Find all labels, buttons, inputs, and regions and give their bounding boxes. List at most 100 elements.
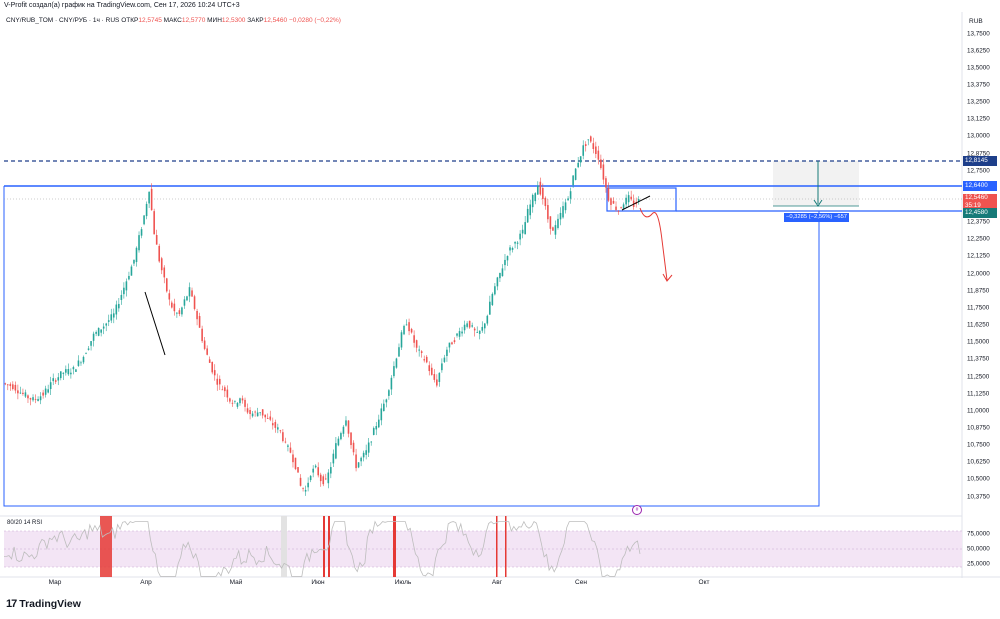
measure-label[interactable]: −0,3285 (−2,56%) −657: [784, 213, 849, 222]
candle: [90, 341, 92, 351]
low-value: 12,5300: [221, 17, 246, 24]
y-tick-label: 12,2500: [967, 235, 990, 243]
countdown-value: 35:19: [965, 202, 981, 209]
candle: [458, 327, 461, 340]
candle: [357, 461, 360, 469]
candle: [342, 425, 345, 437]
candle: [605, 175, 607, 193]
measure-zone: [773, 161, 859, 206]
candle: [372, 426, 375, 436]
candle: [542, 183, 544, 205]
candle: [544, 196, 547, 210]
candle: [473, 326, 476, 337]
open-value: 12,5745: [138, 17, 162, 24]
candle: [625, 194, 627, 208]
candle: [110, 308, 113, 324]
y-tick-label: 12,3750: [967, 218, 990, 226]
candle: [241, 395, 244, 404]
candle: [319, 472, 322, 487]
candle: [630, 190, 632, 201]
candle: [312, 465, 314, 478]
symbol-name: CNY/RUB_TOM · CNY/РУБ · 1ч · RUS: [6, 17, 120, 24]
candle: [471, 322, 473, 328]
candle: [87, 345, 90, 351]
candle: [451, 341, 453, 345]
tradingview-logo[interactable]: 17 TradingView: [6, 598, 81, 610]
candle: [617, 210, 620, 215]
candle: [627, 191, 630, 207]
candle: [413, 330, 415, 348]
candle: [380, 403, 383, 426]
x-tick-label: Июль: [394, 579, 412, 586]
candle: [486, 314, 489, 326]
candle: [398, 343, 400, 357]
candle: [478, 330, 481, 340]
candle: [577, 157, 579, 169]
candle: [85, 352, 87, 355]
y-tick-label: 13,6250: [967, 47, 990, 55]
y-tick-label: 11,8750: [967, 287, 990, 295]
candle: [595, 141, 597, 159]
candle: [213, 364, 216, 381]
candle: [246, 403, 249, 415]
rsi-indicator-label[interactable]: 80/20 14 RSI: [7, 520, 43, 526]
candle: [539, 177, 542, 196]
candle: [102, 323, 105, 335]
candle: [145, 201, 148, 220]
candle: [526, 204, 529, 223]
candle: [287, 443, 289, 452]
candle: [239, 397, 241, 406]
candle: [309, 475, 312, 483]
candle: [208, 356, 211, 363]
candle: [44, 385, 47, 398]
x-tick-label: Апр: [140, 579, 152, 586]
candle: [501, 264, 504, 277]
candle: [567, 196, 569, 201]
y-tick-label: 11,6250: [967, 321, 990, 329]
rsi-line: [3, 520, 641, 577]
event-marker[interactable]: #: [632, 505, 642, 515]
candle: [105, 322, 108, 332]
tradingview-logo-text: TradingView: [19, 598, 81, 610]
candle: [128, 271, 130, 281]
candle: [423, 355, 426, 363]
candle: [347, 420, 350, 438]
candle: [224, 385, 226, 397]
y-tick-label: 10,8750: [967, 424, 990, 432]
candle: [579, 156, 582, 167]
trendline-down[interactable]: [144, 291, 166, 356]
candle: [610, 197, 612, 211]
candle: [430, 363, 433, 376]
candle: [438, 372, 441, 387]
candle: [390, 375, 393, 395]
candle: [24, 389, 27, 399]
symbol-legend[interactable]: CNY/RUB_TOM · CNY/РУБ · 1ч · RUS ОТКР12,…: [6, 17, 341, 24]
candle: [400, 330, 403, 350]
candle: [383, 399, 385, 412]
forecast-curve[interactable]: [639, 207, 668, 281]
candle: [289, 442, 292, 454]
y-tick-label: 11,3750: [967, 355, 990, 363]
candle: [370, 441, 373, 446]
last-price-value: 12,5460: [965, 194, 988, 201]
consolidation-box[interactable]: [606, 187, 677, 212]
candle: [307, 477, 309, 492]
candle: [282, 428, 284, 443]
candle: [92, 331, 95, 347]
y-tick-label: 11,5000: [967, 338, 990, 346]
candle: [234, 400, 236, 404]
open-label: ОТКР: [121, 17, 139, 24]
trendline-consolidation[interactable]: [621, 195, 651, 211]
candle: [552, 226, 554, 231]
candle: [176, 311, 178, 318]
candle: [587, 139, 590, 146]
candle: [226, 385, 229, 402]
candle: [34, 394, 37, 404]
candle: [178, 308, 181, 317]
x-tick-label: Июн: [311, 579, 325, 586]
candle: [181, 306, 183, 317]
candle: [514, 241, 516, 249]
range-rectangle[interactable]: [3, 186, 820, 507]
currency-label[interactable]: RUB: [969, 18, 983, 25]
